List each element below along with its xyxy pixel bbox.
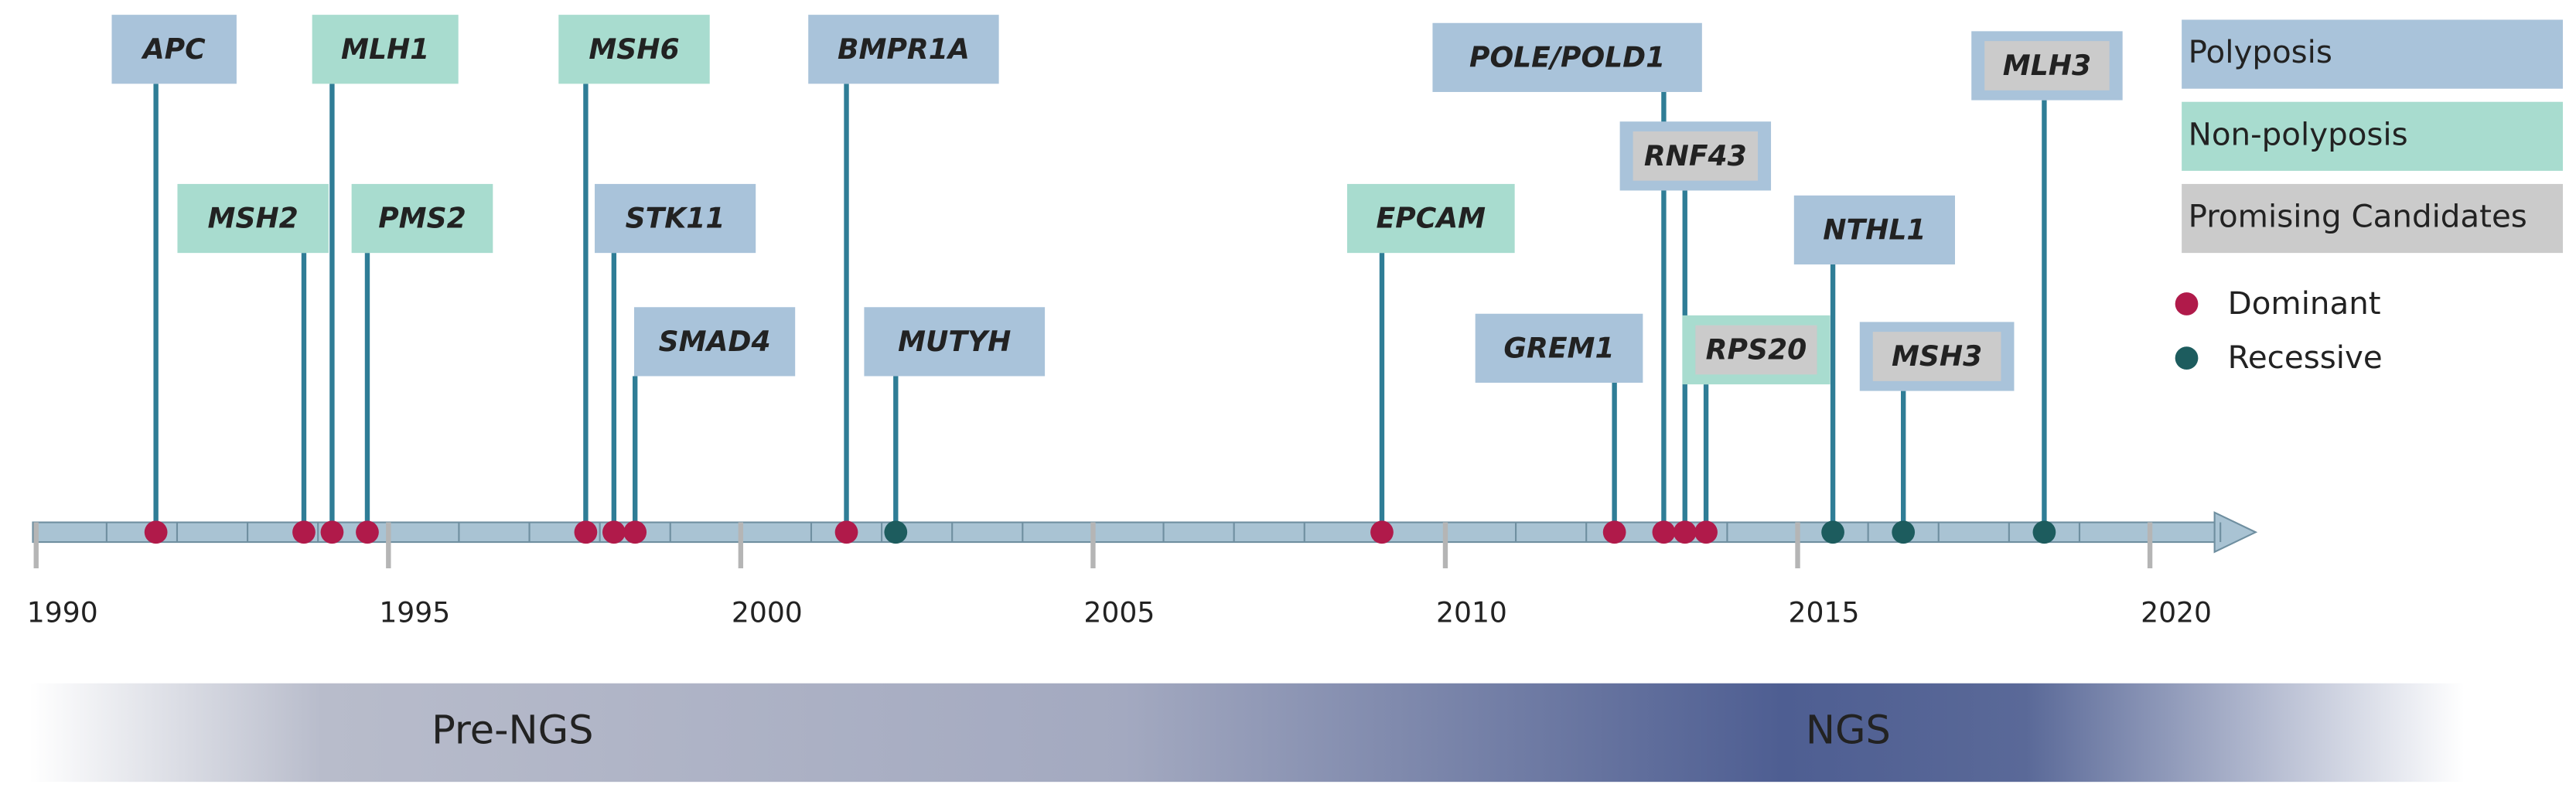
gene-label: STK11 xyxy=(626,202,725,235)
x-tick-label: 2010 xyxy=(1436,596,1507,629)
x-tick-label: 1990 xyxy=(27,596,98,629)
event-dot xyxy=(623,520,647,544)
event-dot xyxy=(1673,520,1697,544)
gene-label: MSH3 xyxy=(1892,339,1982,373)
gene-label: GREM1 xyxy=(1503,331,1614,364)
legend-dot xyxy=(2175,292,2199,315)
legend-swatch xyxy=(2182,101,2563,171)
gene-label: SMAD4 xyxy=(659,325,771,358)
event-dot xyxy=(292,520,316,544)
event-dot xyxy=(1652,520,1676,544)
legend-label: Non-polyposis xyxy=(2189,116,2408,152)
gene-box xyxy=(1432,22,1702,92)
candidate-box xyxy=(1984,41,2110,90)
period-label: Pre-NGS xyxy=(432,707,593,753)
gene-box xyxy=(312,15,459,84)
event-dot xyxy=(1602,520,1626,544)
event-dot xyxy=(2032,520,2056,544)
x-tick-label: 1995 xyxy=(379,596,450,629)
event-dot xyxy=(574,520,598,544)
axis-bar xyxy=(32,521,2217,544)
x-tick-label: 2015 xyxy=(1789,596,1860,629)
legend-label: Recessive xyxy=(2228,339,2383,376)
gene-label: RNF43 xyxy=(1644,139,1747,172)
gene-box xyxy=(177,183,329,254)
legend-label: Promising Candidates xyxy=(2189,199,2527,235)
x-tick-label: 2000 xyxy=(732,596,803,629)
gene-box xyxy=(595,183,756,254)
gene-box xyxy=(864,307,1046,377)
gene-label: RPS20 xyxy=(1706,333,1807,367)
event-dot xyxy=(1370,520,1394,544)
event-dot xyxy=(602,520,626,544)
event-dot xyxy=(1694,520,1718,544)
gene-label: MUTYH xyxy=(898,325,1011,358)
event-dot xyxy=(834,520,858,544)
legend-label: Polyposis xyxy=(2189,34,2332,70)
gene-label: MSH6 xyxy=(589,32,679,66)
candidate-box xyxy=(1872,332,2001,381)
gene-label: MLH1 xyxy=(341,32,429,66)
gene-box xyxy=(1475,313,1643,383)
event-dot xyxy=(144,520,168,544)
gene-label: MSH2 xyxy=(208,202,299,235)
event-dot xyxy=(320,520,344,544)
gene-label: NTHL1 xyxy=(1823,213,1926,247)
axis-arrow xyxy=(2213,511,2258,554)
period-label: NGS xyxy=(1806,707,1891,753)
x-tick-label: 2005 xyxy=(1083,596,1155,629)
legend-swatch xyxy=(2182,19,2563,89)
gene-label: MLH3 xyxy=(2003,49,2091,82)
event-dot xyxy=(884,520,908,544)
legend-dot xyxy=(2175,346,2199,370)
gene-label: POLE/POLD1 xyxy=(1469,40,1665,73)
gene-box xyxy=(558,15,710,84)
gene-label: APC xyxy=(141,32,206,66)
gene-box xyxy=(1793,195,1955,265)
gene-box xyxy=(634,307,796,377)
legend-swatch xyxy=(2182,183,2563,254)
gene-label: BMPR1A xyxy=(838,32,970,66)
event-dot xyxy=(1821,520,1844,544)
gene-box xyxy=(808,15,999,84)
candidate-box xyxy=(1633,131,1759,181)
event-dot xyxy=(1892,520,1916,544)
gene-box xyxy=(351,183,493,254)
gene-box xyxy=(1346,183,1515,254)
ngs-era-band xyxy=(29,683,2465,782)
candidate-box xyxy=(1695,325,1817,375)
legend-label: Dominant xyxy=(2228,285,2381,322)
gene-label: EPCAM xyxy=(1377,202,1486,235)
gene-box xyxy=(111,15,237,84)
event-dot xyxy=(356,520,379,544)
gene-label: PMS2 xyxy=(378,202,466,235)
x-tick-label: 2020 xyxy=(2141,596,2212,629)
